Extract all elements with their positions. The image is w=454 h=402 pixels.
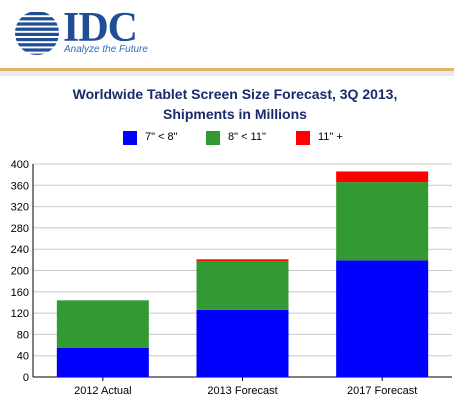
y-tick-label: 280 bbox=[11, 223, 29, 235]
chart-title-line-1: Worldwide Tablet Screen Size Forecast, 3… bbox=[72, 86, 398, 102]
logo-tagline: Analyze the Future bbox=[64, 44, 148, 55]
bar-segment bbox=[336, 182, 429, 261]
bar-segment bbox=[336, 260, 429, 377]
bar-segment bbox=[196, 259, 289, 261]
stacked-bar-chart: 0 40 80 120 160 200 240 280 320 360 400 2012 Actual… bbox=[11, 159, 452, 397]
globe-icon bbox=[15, 11, 59, 55]
y-tick-label: 160 bbox=[11, 287, 29, 299]
legend-swatch bbox=[206, 131, 220, 145]
bar-segment bbox=[56, 347, 149, 377]
y-tick-label: 320 bbox=[11, 202, 29, 214]
x-tick-label: 2017 Forecast bbox=[347, 385, 417, 397]
legend-label: 7" < 8" bbox=[145, 131, 178, 143]
idc-logo[interactable]: IDC Analyze the Future bbox=[14, 5, 164, 58]
legend-swatch bbox=[123, 131, 137, 145]
y-tick-label: 400 bbox=[11, 159, 29, 171]
chart-title: Worldwide Tablet Screen Size Forecast, 3… bbox=[40, 84, 430, 124]
y-tick-label: 0 bbox=[23, 372, 29, 384]
bar-segment bbox=[196, 260, 289, 310]
y-tick-label: 120 bbox=[11, 308, 29, 320]
header-shadow bbox=[0, 71, 454, 76]
y-tick-label: 200 bbox=[11, 266, 29, 278]
bar-segment bbox=[56, 300, 149, 348]
legend-swatch bbox=[296, 131, 310, 145]
x-tick-label: 2012 Actual bbox=[74, 385, 132, 397]
chart-legend: 7" < 8" 8" < 11" 11" + bbox=[0, 130, 454, 146]
logo-wordmark: IDC bbox=[63, 5, 138, 51]
y-tick-label: 360 bbox=[11, 180, 29, 192]
bar-segment bbox=[336, 171, 429, 183]
header-rule bbox=[0, 68, 454, 71]
bar-segment bbox=[196, 309, 289, 377]
idc-header: IDC Analyze the Future bbox=[0, 0, 454, 68]
y-tick-label: 40 bbox=[17, 351, 29, 363]
y-tick-label: 240 bbox=[11, 244, 29, 256]
legend-label: 8" < 11" bbox=[228, 131, 266, 143]
x-tick-label: 2013 Forecast bbox=[207, 385, 277, 397]
chart-title-line-2: Shipments in Millions bbox=[163, 106, 307, 122]
legend-label: 11" + bbox=[318, 131, 343, 143]
y-tick-label: 80 bbox=[17, 329, 29, 341]
